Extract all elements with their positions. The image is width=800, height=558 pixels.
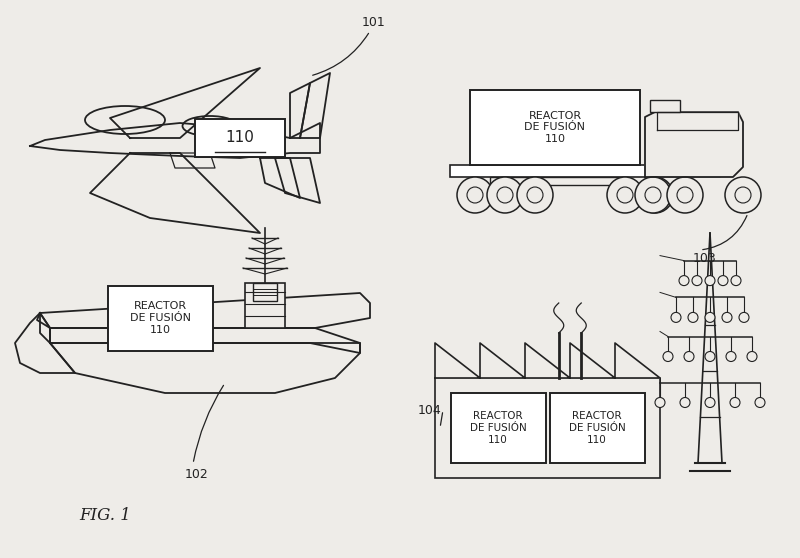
Text: FIG. 1: FIG. 1 (79, 507, 131, 525)
Circle shape (705, 397, 715, 407)
Circle shape (517, 177, 553, 213)
Circle shape (647, 187, 663, 203)
Circle shape (671, 312, 681, 323)
Polygon shape (110, 68, 260, 138)
Bar (490, 177, 620, 185)
Circle shape (679, 276, 689, 286)
Circle shape (718, 276, 728, 286)
Circle shape (663, 352, 673, 362)
Polygon shape (300, 73, 330, 138)
Polygon shape (260, 158, 300, 198)
Circle shape (607, 177, 643, 213)
Bar (450, 165, 720, 177)
Text: REACTOR
DE FUSIÓN
110: REACTOR DE FUSIÓN 110 (525, 111, 586, 144)
Bar (650, 100, 680, 112)
Circle shape (725, 177, 761, 213)
Circle shape (705, 312, 715, 323)
Circle shape (655, 397, 665, 407)
Circle shape (755, 397, 765, 407)
Circle shape (692, 276, 702, 286)
Polygon shape (15, 313, 75, 373)
Circle shape (705, 352, 715, 362)
Circle shape (677, 187, 693, 203)
Circle shape (617, 187, 633, 203)
Circle shape (645, 187, 661, 203)
Text: 103: 103 (693, 252, 717, 264)
Circle shape (705, 276, 715, 286)
Polygon shape (290, 83, 310, 138)
Circle shape (487, 177, 523, 213)
Circle shape (722, 312, 732, 323)
Circle shape (667, 177, 703, 213)
Polygon shape (170, 153, 215, 168)
Text: REACTOR
DE FUSIÓN
110: REACTOR DE FUSIÓN 110 (569, 411, 626, 445)
Circle shape (497, 187, 513, 203)
Bar (550, 393, 645, 463)
Circle shape (726, 352, 736, 362)
Polygon shape (90, 153, 260, 233)
Bar (253, 283, 277, 301)
Bar (245, 283, 285, 328)
Circle shape (739, 312, 749, 323)
Circle shape (684, 352, 694, 362)
Text: 101: 101 (362, 17, 386, 30)
Polygon shape (435, 343, 660, 378)
Bar (435, 378, 660, 478)
Circle shape (527, 187, 543, 203)
Circle shape (731, 276, 741, 286)
Polygon shape (40, 313, 360, 393)
Circle shape (747, 352, 757, 362)
Text: REACTOR
DE FUSIÓN
110: REACTOR DE FUSIÓN 110 (130, 301, 190, 335)
Text: 102: 102 (185, 468, 209, 480)
Text: 110: 110 (226, 131, 254, 146)
Circle shape (688, 312, 698, 323)
Circle shape (637, 177, 673, 213)
Text: 104: 104 (418, 403, 442, 416)
Circle shape (680, 397, 690, 407)
Circle shape (735, 187, 751, 203)
Bar (195, 119, 285, 157)
Polygon shape (275, 158, 320, 203)
Bar (107, 286, 213, 350)
Circle shape (730, 397, 740, 407)
Circle shape (635, 177, 671, 213)
Bar (470, 90, 640, 165)
Polygon shape (50, 328, 360, 353)
Polygon shape (657, 112, 738, 130)
Polygon shape (645, 112, 743, 177)
Bar (450, 393, 546, 463)
Polygon shape (37, 293, 370, 328)
Text: REACTOR
DE FUSIÓN
110: REACTOR DE FUSIÓN 110 (470, 411, 526, 445)
Polygon shape (30, 123, 320, 158)
Circle shape (467, 187, 483, 203)
Circle shape (457, 177, 493, 213)
